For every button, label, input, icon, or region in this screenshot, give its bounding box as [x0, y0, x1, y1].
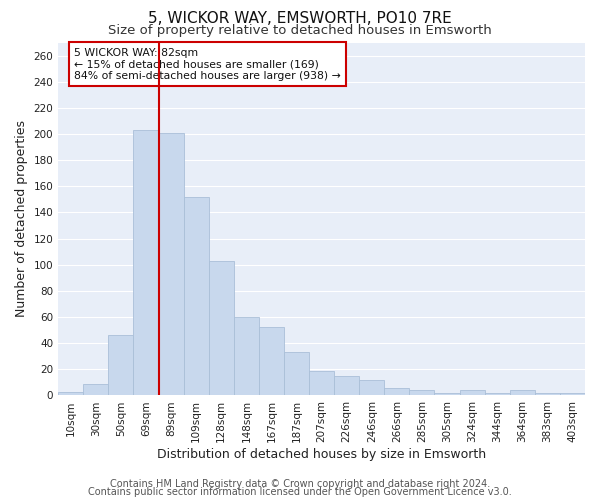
Bar: [460, 390, 485, 396]
Bar: [309, 370, 334, 396]
Text: Contains HM Land Registry data © Crown copyright and database right 2024.: Contains HM Land Registry data © Crown c…: [110, 479, 490, 489]
Text: Contains public sector information licensed under the Open Government Licence v3: Contains public sector information licen…: [88, 487, 512, 497]
Text: Size of property relative to detached houses in Emsworth: Size of property relative to detached ho…: [108, 24, 492, 37]
Bar: [184, 197, 209, 396]
Text: 5 WICKOR WAY: 82sqm
← 15% of detached houses are smaller (169)
84% of semi-detac: 5 WICKOR WAY: 82sqm ← 15% of detached ho…: [74, 48, 341, 81]
Bar: [510, 390, 535, 396]
Bar: [209, 261, 234, 396]
Bar: [109, 336, 133, 396]
Bar: [485, 393, 510, 396]
Bar: [359, 380, 385, 396]
Bar: [434, 393, 460, 396]
X-axis label: Distribution of detached houses by size in Emsworth: Distribution of detached houses by size …: [157, 448, 486, 461]
Y-axis label: Number of detached properties: Number of detached properties: [15, 120, 28, 318]
Text: 5, WICKOR WAY, EMSWORTH, PO10 7RE: 5, WICKOR WAY, EMSWORTH, PO10 7RE: [148, 11, 452, 26]
Bar: [385, 388, 409, 396]
Bar: [83, 384, 109, 396]
Bar: [560, 393, 585, 396]
Bar: [58, 392, 83, 396]
Bar: [133, 130, 158, 396]
Bar: [234, 317, 259, 396]
Bar: [535, 393, 560, 396]
Bar: [284, 352, 309, 396]
Bar: [259, 328, 284, 396]
Bar: [158, 132, 184, 396]
Bar: [334, 376, 359, 396]
Bar: [409, 390, 434, 396]
